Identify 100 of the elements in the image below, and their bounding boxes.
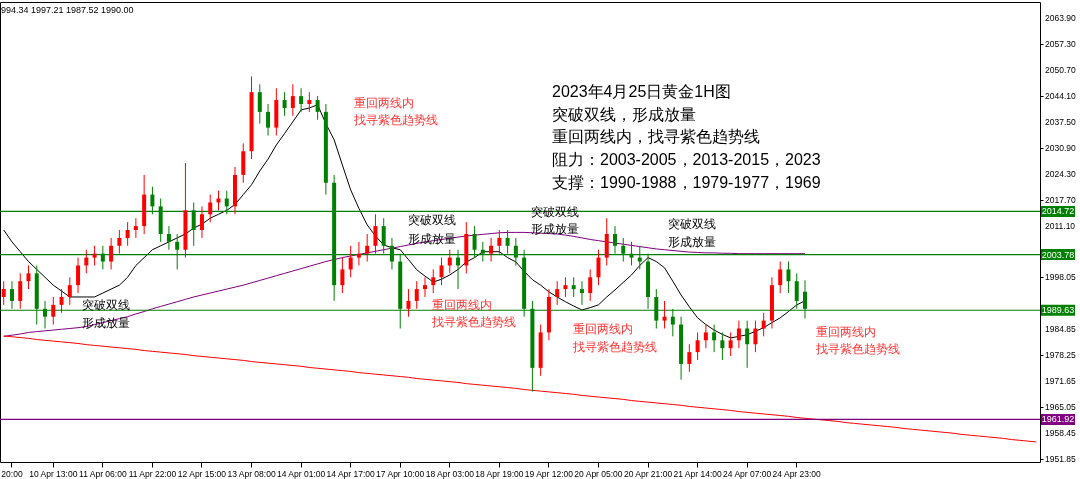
candlestick [753,320,758,353]
candlestick [414,280,419,310]
candlestick [687,343,692,373]
candlestick [356,241,361,266]
candlestick [579,280,584,306]
candlestick [208,194,213,223]
candlestick [125,221,130,247]
candlestick [703,324,708,349]
x-tick-label: 14 Apr 17:00 [326,468,376,479]
candlestick [133,217,138,239]
candlestick [439,257,444,286]
x-tick-label: 20 Apr 21:00 [623,468,673,479]
x-tick-label: 20 Apr 05:00 [574,468,623,479]
y-tick-label: 1971.65 [1045,376,1076,387]
candlestick [18,272,23,310]
candlestick [241,142,246,184]
annotation: 重回两线内 [573,322,633,336]
x-tick-label: 14 Apr 01:00 [276,468,326,479]
x-tick-label: 24 Apr 07:00 [723,468,772,479]
x-tick-label: 18 Apr 03:00 [425,468,475,479]
candlestick [720,331,725,361]
candlestick [563,276,568,298]
candlestick [604,217,609,266]
x-tick-label: 24 Apr 23:00 [772,468,822,479]
candlestick [778,261,783,294]
candlestick [26,264,31,290]
candlestick [712,324,717,353]
annotation: 形成放量 [531,222,579,236]
candlestick [423,276,427,298]
annotation: 重回两线内 [432,298,492,312]
x-tick-label: 20:00 [1,468,23,479]
candlestick [365,233,370,263]
y-tick-label: 2024.30 [1045,168,1076,179]
y-tick-label: 2057.30 [1045,38,1076,49]
candlestick [257,83,262,125]
candlestick [299,87,304,113]
candlestick [596,249,601,286]
x-tick-label: 12 Apr 15:00 [177,468,227,479]
x-tick-label: 18 Apr 19:00 [475,468,524,479]
annotation: 突破双线 [668,217,716,231]
y-tick-label: 2037.50 [1045,116,1076,127]
y-tick-label: 2063.90 [1045,12,1076,23]
y-tick-label: 1984.85 [1045,324,1076,335]
candlestick [373,213,378,255]
candlestick [76,257,81,294]
y-tick-label: 1998.05 [1045,272,1076,283]
x-tick-label: 21 Apr 14:00 [673,468,722,479]
annotation: 994.34 1997.21 1987.52 1990.00 [1,5,134,15]
candlestick [266,103,271,137]
ref-line-label: 2014.72 [1041,206,1075,217]
candlestick [282,91,287,117]
candlestick [695,331,700,361]
x-tick-label: 17 Apr 10:00 [376,468,425,479]
x-tick-label: 11 Apr 06:00 [79,468,127,479]
annotation: 突破双线 [408,213,456,227]
candlestick [571,276,576,298]
y-tick-label: 2050.70 [1045,64,1076,75]
candlestick [92,245,97,266]
candlestick [406,288,411,318]
x-tick-label: 19 Apr 12:00 [524,468,574,479]
annotation: 重回两线内 [816,325,876,339]
candlestick [489,237,494,263]
y-tick-label: 1978.25 [1045,350,1076,361]
x-tick-label: 13 Apr 08:00 [227,468,276,479]
annotation: 找寻紫色趋势线 [353,113,438,127]
candlestick [59,288,64,314]
candlestick [315,95,320,121]
y-tick-label: 1965.05 [1045,402,1076,413]
ref-line-label: 2003.78 [1041,249,1075,260]
candlestick [348,245,353,278]
y-tick-label: 2044.10 [1045,90,1076,101]
text: 2023年4月25日黄金1H图 [552,83,731,100]
candlestick [51,296,56,326]
candlestick [109,237,114,270]
candlestick [736,320,741,349]
candlestick [199,205,204,239]
x-tick-label: 10 Apr 13:00 [29,468,78,479]
annotation: 找寻紫色趋势线 [815,342,900,356]
candlestick [497,229,502,255]
candlestick [431,268,436,294]
candlestick [555,280,560,306]
candlestick [117,229,122,255]
candlestick [1,280,6,306]
candlestick [662,300,667,329]
candlestick [166,225,171,251]
ref-line-label: 1989.63 [1041,305,1075,316]
candlestick [290,83,295,117]
candlestick [728,331,733,357]
candlestick [340,257,345,294]
annotation: 重回两线内，找寻紫色趋势线 [552,128,760,145]
x-tick-label: 11 Apr 22:00 [128,468,177,479]
y-tick-label: 2011.10 [1045,220,1076,231]
annotation: 重回两线内 [354,96,414,110]
candlestick [745,320,750,369]
annotation: 找寻紫色趋势线 [431,315,516,329]
y-tick-label: 1958.45 [1045,428,1076,439]
candlestick [588,268,593,302]
annotation: 形成放量 [668,235,716,249]
candlestick [307,91,312,113]
candlestick [786,261,791,294]
